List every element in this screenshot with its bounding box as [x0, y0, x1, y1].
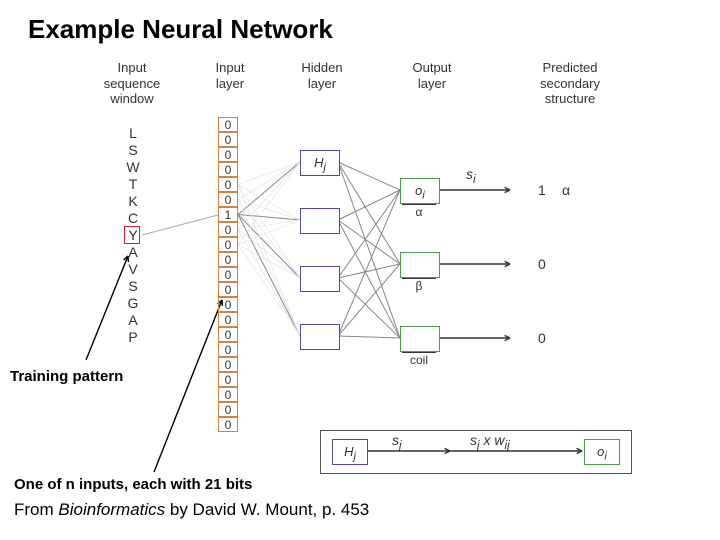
input-bit-cell: 0 — [218, 342, 238, 357]
input-bit-cell: 0 — [218, 147, 238, 162]
input-bit-cell: 0 — [218, 177, 238, 192]
hidden-node — [300, 208, 340, 234]
input-bit-cell: 0 — [218, 387, 238, 402]
formula-oi-node: oi — [584, 439, 620, 465]
input-bit-cell: 0 — [218, 297, 238, 312]
sequence-highlight-box — [124, 226, 140, 244]
column-header: Predictedsecondarystructure — [530, 60, 610, 107]
sequence-letter: K — [126, 193, 140, 209]
column-header: Outputlayer — [392, 60, 472, 91]
sequence-letter: S — [126, 142, 140, 158]
input-bit-cell: 0 — [218, 117, 238, 132]
sequence-letter: L — [126, 125, 140, 141]
sequence-letter: C — [126, 210, 140, 226]
sequence-letter: A — [126, 312, 140, 328]
input-bit-cell: 0 — [218, 282, 238, 297]
output-node: oi — [400, 178, 440, 204]
arrow-label-si: si — [466, 166, 476, 186]
prediction-value: 0 — [538, 256, 546, 272]
input-bit-cell: 0 — [218, 222, 238, 237]
prediction-value: 1 — [538, 182, 546, 198]
input-bit-cell: 0 — [218, 192, 238, 207]
input-bit-cell: 0 — [218, 132, 238, 147]
bits-caption: One of n inputs, each with 21 bits — [14, 476, 252, 493]
source-caption: From Bioinformatics by David W. Mount, p… — [14, 500, 369, 520]
output-row-label: β — [402, 278, 436, 293]
column-header: Inputsequencewindow — [92, 60, 172, 107]
input-bit-cell: 0 — [218, 327, 238, 342]
formula-sj-label: sj — [392, 432, 402, 452]
sequence-letter: P — [126, 329, 140, 345]
column-header: Inputlayer — [190, 60, 270, 91]
prediction-alpha-symbol: α — [562, 182, 570, 198]
formula-wij-label: sj x wij — [470, 432, 510, 452]
input-bit-cell: 1 — [218, 207, 238, 222]
input-bit-cell: 0 — [218, 162, 238, 177]
input-bit-cell: 0 — [218, 312, 238, 327]
training-pattern-label: Training pattern — [10, 368, 123, 385]
sequence-letter: S — [126, 278, 140, 294]
input-bit-cell: 0 — [218, 417, 238, 432]
input-bit-cell: 0 — [218, 402, 238, 417]
hidden-node — [300, 266, 340, 292]
input-bit-cell: 0 — [218, 372, 238, 387]
input-bit-cell: 0 — [218, 237, 238, 252]
input-bit-cell: 0 — [218, 267, 238, 282]
output-node — [400, 326, 440, 352]
prediction-value: 0 — [538, 330, 546, 346]
output-row-label: α — [402, 204, 436, 219]
sequence-letter: V — [126, 261, 140, 277]
hidden-node — [300, 324, 340, 350]
input-bit-cell: 0 — [218, 357, 238, 372]
column-header: Hiddenlayer — [282, 60, 362, 91]
output-row-label: coil — [402, 352, 436, 367]
output-node — [400, 252, 440, 278]
formula-hj-node: Hj — [332, 439, 368, 465]
slide-title: Example Neural Network — [28, 14, 333, 45]
input-bit-cell: 0 — [218, 252, 238, 267]
sequence-letter: A — [126, 244, 140, 260]
sequence-letter: T — [126, 176, 140, 192]
sequence-letter: G — [126, 295, 140, 311]
sequence-letter: W — [126, 159, 140, 175]
hidden-node: Hj — [300, 150, 340, 176]
